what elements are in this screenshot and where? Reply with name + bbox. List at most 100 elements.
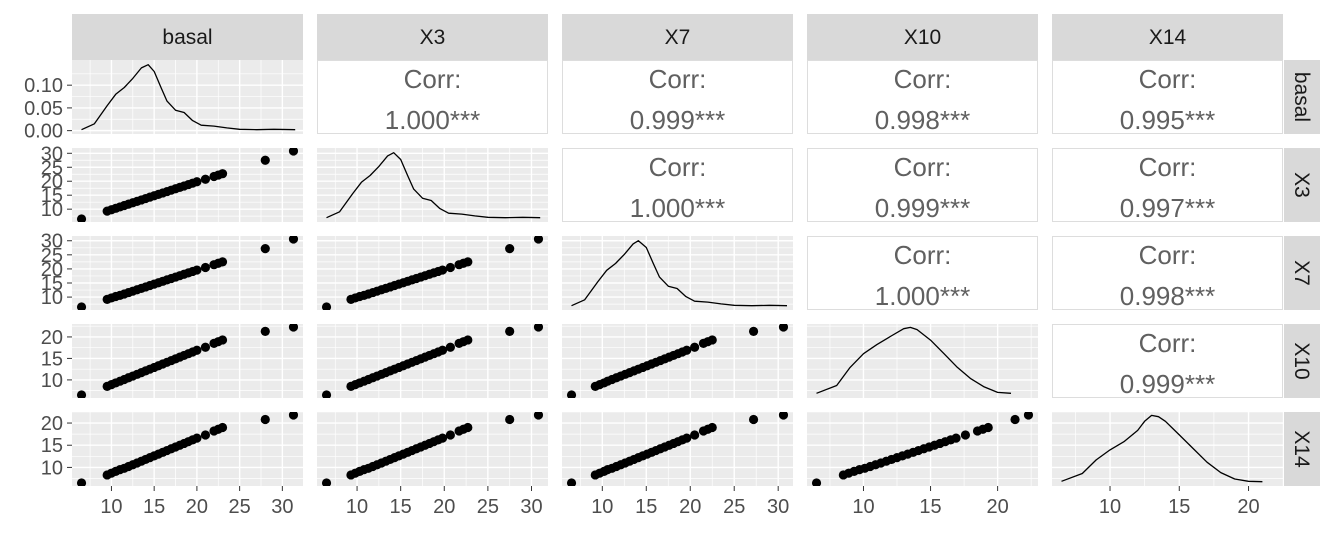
corr-panel-border [807, 236, 1038, 310]
y-tick-label-basal: 0.05 [24, 98, 63, 120]
scatter-point [76, 302, 87, 310]
y-tick-label-x3: 25 [41, 157, 63, 179]
x-tick-label-basal: 30 [271, 496, 293, 518]
panel-x3-x10: Corr: 0.999*** [807, 148, 1038, 223]
scatter-point [707, 422, 717, 433]
y-tick-label-x10: 20 [41, 327, 63, 349]
panel-background [317, 148, 548, 222]
scatter-point [200, 262, 211, 273]
row-strip-label-x10: X10 [1290, 342, 1313, 379]
scatter-point [217, 422, 228, 433]
panel-x3-x14: Corr: 0.997*** [1052, 148, 1283, 223]
scatter-point [533, 412, 544, 420]
row-strip-x7 [1284, 236, 1320, 310]
column-strip-x7 [562, 14, 793, 60]
scatter-point [288, 148, 299, 156]
y-tick-label-x10: 10 [41, 370, 63, 392]
scatter-point [321, 390, 332, 398]
scatter-point [288, 412, 299, 420]
x-tick-label-basal: 10 [100, 496, 122, 518]
panel-background [1052, 412, 1283, 486]
panel-basal-basal [72, 60, 303, 134]
panel-x10-x3 [317, 324, 548, 398]
panel-basal-x3: Corr: 1.000*** [317, 60, 548, 135]
corr-value: 0.999*** [630, 105, 725, 135]
scatter-point [217, 257, 228, 267]
panel-basal-x14: Corr: 0.995*** [1052, 60, 1283, 135]
panel-x14-x10 [807, 412, 1038, 486]
scatter-point [445, 262, 455, 273]
panel-x10-basal [72, 324, 303, 398]
corr-label: Corr: [1139, 64, 1197, 94]
y-tick-label-x14: 15 [41, 435, 63, 457]
y-tick-label-x14: 10 [41, 457, 63, 479]
panel-x3-x7: Corr: 1.000*** [562, 148, 793, 223]
scatter-point [690, 430, 700, 440]
y-tick-label-x3: 20 [41, 171, 63, 193]
scatter-point [200, 430, 211, 440]
x-tick-label-x10: 15 [919, 496, 941, 518]
x-tick-label-x10: 20 [986, 496, 1008, 518]
row-strip-basal [1284, 60, 1320, 134]
x-tick-label-x14: 15 [1168, 496, 1190, 518]
column-strip-x14 [1052, 14, 1283, 60]
y-tick-label-x7: 30 [41, 231, 63, 253]
corr-value: 0.999*** [1120, 369, 1215, 399]
corr-label: Corr: [894, 64, 952, 94]
density-line-basal [81, 64, 296, 131]
corr-label: Corr: [894, 240, 952, 270]
scatter-point [217, 169, 228, 179]
corr-value: 1.000*** [385, 105, 480, 135]
scatter-point [778, 324, 789, 332]
scatter-point [445, 430, 455, 440]
corr-panel-border [562, 148, 793, 222]
corr-panel-border [1052, 236, 1283, 310]
corr-value: 0.998*** [875, 105, 970, 135]
scatter-point [437, 433, 448, 443]
scatter-point [437, 265, 448, 275]
x-tick-label-x7: 25 [723, 496, 745, 518]
scatter-point [960, 430, 971, 440]
scatter-point [1023, 412, 1034, 420]
scatter-point [76, 390, 87, 398]
scatter-point [437, 345, 448, 355]
row-strip-label-x3: X3 [1290, 172, 1313, 198]
scatter-point [682, 345, 692, 355]
scatter-point [505, 244, 515, 254]
x-tick-label-x7: 30 [767, 496, 789, 518]
density-line-x10 [816, 326, 1012, 394]
corr-label: Corr: [649, 152, 707, 182]
scatter-point [566, 478, 577, 486]
scatter-point [192, 433, 202, 443]
x-tick-label-x3: 20 [433, 496, 455, 518]
scatter-point [505, 414, 515, 425]
corr-value: 0.998*** [1120, 281, 1215, 311]
scatter-point [463, 335, 473, 345]
scatter-point [533, 324, 544, 332]
scatter-point [192, 345, 202, 355]
panel-x14-basal [72, 412, 303, 486]
y-tick-label-basal: 0.00 [24, 121, 63, 143]
panel-x7-x7 [562, 236, 793, 310]
corr-label: Corr: [1139, 152, 1197, 182]
panel-x7-x10: Corr: 1.000*** [807, 236, 1038, 311]
x-tick-label-basal: 20 [186, 496, 208, 518]
panel-x14-x7 [562, 412, 793, 486]
scatter-point [1010, 414, 1020, 425]
corr-panel-border [317, 60, 548, 134]
x-tick-label-x14: 10 [1099, 496, 1121, 518]
scatter-point [192, 177, 202, 187]
column-strip-basal [72, 14, 303, 60]
scatter-point [566, 390, 577, 398]
panel-x10-x7 [562, 324, 793, 398]
x-tick-label-x3: 10 [346, 496, 368, 518]
panel-x3-basal [72, 148, 303, 222]
x-tick-label-x7: 15 [635, 496, 657, 518]
scatter-point [748, 414, 759, 425]
y-tick-label-x7: 10 [41, 287, 63, 309]
y-tick-label-x14: 20 [41, 413, 63, 435]
corr-panel-border [807, 148, 1038, 222]
panel-background [72, 60, 303, 134]
corr-panel-border [1052, 148, 1283, 222]
scatter-point [217, 335, 228, 345]
